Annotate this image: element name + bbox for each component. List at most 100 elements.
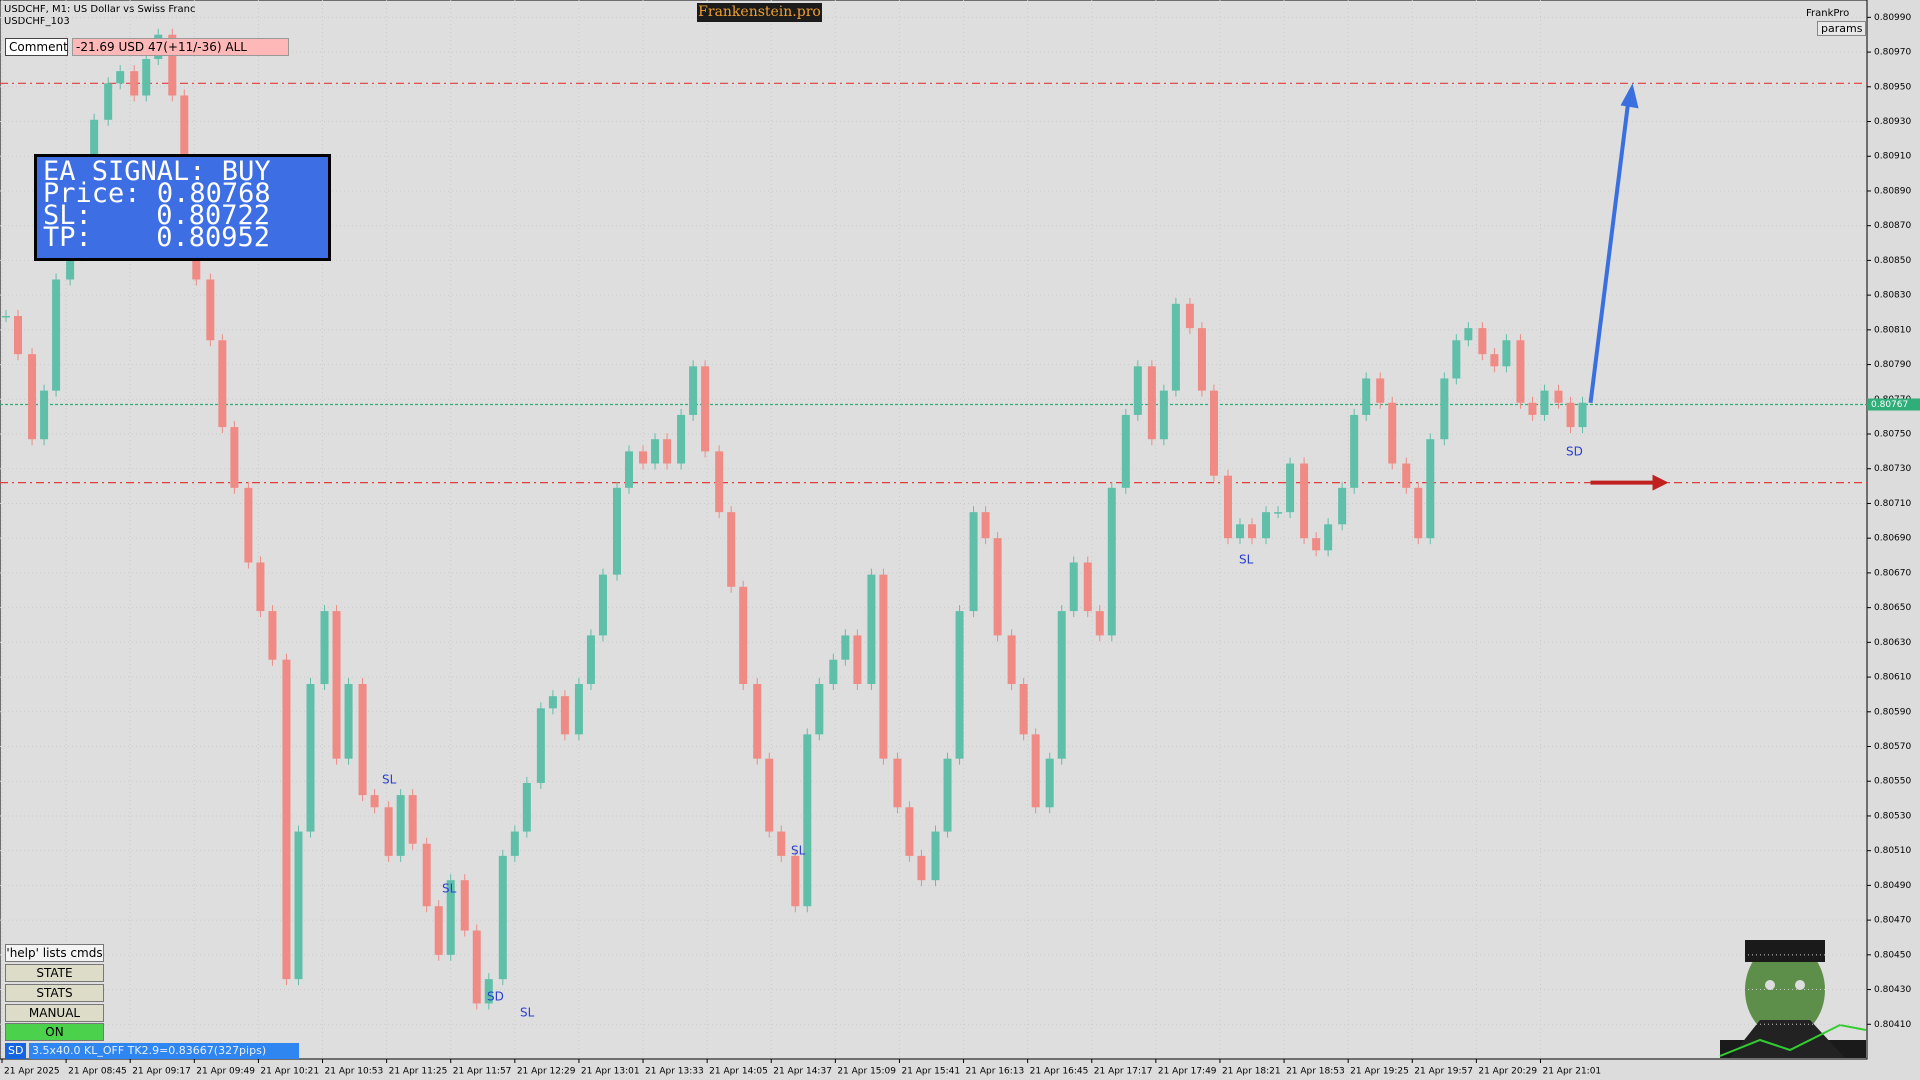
y-tick-label: 0.80990 xyxy=(1874,13,1911,23)
candle xyxy=(917,855,926,881)
candle xyxy=(1019,684,1028,735)
stats-button[interactable]: STATS xyxy=(5,984,104,1002)
candle xyxy=(548,696,557,709)
candle xyxy=(955,611,964,759)
candle xyxy=(598,574,607,636)
candle xyxy=(396,795,405,856)
candle xyxy=(829,659,838,685)
x-tick-label: 21 Apr 20:29 xyxy=(1478,1067,1537,1077)
candle xyxy=(701,366,710,452)
y-tick-label: 0.80870 xyxy=(1874,221,1911,231)
candle xyxy=(1057,611,1066,759)
candle xyxy=(472,930,481,1004)
annotation: SL xyxy=(382,773,397,787)
candle xyxy=(1235,524,1244,539)
label: SL: xyxy=(43,200,92,231)
y-tick-label: 0.80750 xyxy=(1874,430,1911,440)
candle xyxy=(244,487,253,563)
status-text: 3.5x40.0 KL_OFF TK2.9=0.83667(327pips) xyxy=(29,1043,299,1059)
y-tick-label: 0.80590 xyxy=(1874,707,1911,717)
candle xyxy=(1338,487,1347,525)
value: 0.80768 xyxy=(156,178,271,209)
candle xyxy=(663,439,672,464)
candle xyxy=(1528,402,1537,415)
x-tick-label: 21 Apr 19:57 xyxy=(1414,1067,1473,1077)
candle xyxy=(282,659,291,980)
candle xyxy=(52,279,61,391)
candle xyxy=(332,611,341,759)
candle xyxy=(1083,562,1092,612)
chart-title: USDCHF, M1: US Dollar vs Swiss Franc xyxy=(4,4,195,15)
candle xyxy=(905,807,914,856)
y-tick-label: 0.80470 xyxy=(1874,916,1911,926)
x-tick-label: 21 Apr 09:49 xyxy=(196,1067,255,1077)
candle xyxy=(1185,303,1194,329)
params-button[interactable]: params xyxy=(1817,21,1867,36)
x-tick-label: 21 Apr 10:53 xyxy=(325,1067,384,1077)
y-tick-label: 0.80510 xyxy=(1874,846,1911,856)
candle xyxy=(777,831,786,856)
candle xyxy=(510,831,519,856)
candle xyxy=(1350,414,1359,488)
candle xyxy=(677,414,686,464)
candle xyxy=(460,880,469,931)
x-tick-label: 21 Apr 17:17 xyxy=(1094,1067,1153,1077)
candle xyxy=(1209,390,1218,476)
signal-box: EA SIGNAL: BUY Price: 0.80768 SL: 0.8072… xyxy=(34,154,331,261)
value: 0.80722 xyxy=(156,200,271,231)
y-tick-label: 0.80690 xyxy=(1874,534,1911,544)
price-tag-label: 0.80767 xyxy=(1871,400,1908,410)
y-tick-label: 0.80410 xyxy=(1874,1020,1911,1030)
candle xyxy=(893,758,902,808)
price-tag xyxy=(1867,398,1920,411)
candle xyxy=(104,83,113,120)
y-tick-label: 0.80810 xyxy=(1874,325,1911,335)
y-tick-label: 0.80910 xyxy=(1874,152,1911,162)
candle xyxy=(1286,463,1295,513)
candle xyxy=(1452,340,1461,379)
candle xyxy=(1121,414,1130,488)
x-tick-label: 21 Apr 11:25 xyxy=(389,1067,448,1077)
x-tick-label: 21 Apr 2025 xyxy=(4,1067,60,1077)
candle xyxy=(1262,512,1271,539)
candle xyxy=(320,611,329,685)
candle xyxy=(192,243,201,280)
x-tick-label: 21 Apr 12:29 xyxy=(517,1067,576,1077)
candle xyxy=(130,71,139,96)
y-tick-label: 0.80450 xyxy=(1874,950,1911,960)
manual-button[interactable]: MANUAL xyxy=(5,1004,104,1022)
y-tick-label: 0.80950 xyxy=(1874,82,1911,92)
on-button[interactable]: ON xyxy=(5,1023,104,1041)
candle xyxy=(1440,378,1449,440)
brand[interactable]: Frankenstein.pro xyxy=(697,3,822,22)
candle xyxy=(1388,402,1397,464)
candle xyxy=(206,279,215,341)
y-tick-label: 0.80790 xyxy=(1874,360,1911,370)
y-tick-label: 0.80710 xyxy=(1874,499,1911,509)
signal-row: TP: 0.80952 xyxy=(43,224,322,251)
x-tick-label: 21 Apr 16:45 xyxy=(1030,1067,1089,1077)
y-tick-label: 0.80930 xyxy=(1874,117,1911,127)
y-tick-label: 0.80830 xyxy=(1874,291,1911,301)
candle xyxy=(612,487,621,575)
tp-arrowhead xyxy=(1620,83,1639,109)
candle xyxy=(1490,354,1499,367)
candle xyxy=(879,574,888,759)
candle xyxy=(344,684,353,759)
candle xyxy=(1147,366,1156,440)
x-tick-label: 21 Apr 17:49 xyxy=(1158,1067,1217,1077)
candle xyxy=(993,538,1002,636)
annotation: SL xyxy=(791,844,806,858)
candle xyxy=(536,708,545,783)
x-tick-label: 21 Apr 11:57 xyxy=(453,1067,512,1077)
candle xyxy=(1274,512,1283,514)
candle xyxy=(1566,402,1575,428)
candle xyxy=(218,340,227,428)
y-tick-label: 0.80970 xyxy=(1874,48,1911,58)
state-button[interactable]: STATE xyxy=(5,964,104,982)
candle xyxy=(1197,328,1206,391)
candle xyxy=(384,807,393,856)
help-button[interactable]: 'help' lists cmds xyxy=(5,944,104,962)
candle xyxy=(739,586,748,685)
x-tick-label: 21 Apr 18:53 xyxy=(1286,1067,1345,1077)
